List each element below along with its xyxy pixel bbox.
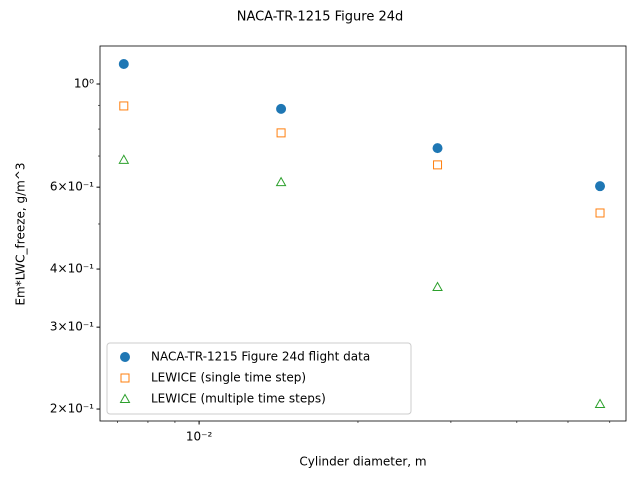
y-tick-label: 10⁰ (74, 76, 94, 90)
point (594, 398, 606, 409)
point (276, 103, 287, 114)
point (595, 208, 605, 218)
point (276, 128, 286, 138)
y-tick-label: 6×10⁻¹ (50, 180, 94, 194)
point (433, 160, 443, 170)
x-tick-label: 10⁻² (186, 430, 213, 444)
y-axis-label: Em*LWC_freeze, g/m^3 (14, 162, 28, 305)
legend-marker (119, 393, 131, 403)
y-tick-label: 3×10⁻¹ (50, 320, 94, 334)
point (432, 143, 443, 154)
point (275, 176, 287, 187)
legend-label: NACA-TR-1215 Figure 24d flight data (151, 350, 370, 364)
point (118, 154, 130, 164)
plot-frame (99, 45, 627, 422)
legend-label: LEWICE (multiple time steps) (151, 392, 326, 406)
point (118, 59, 129, 70)
legend-marker (120, 373, 130, 383)
point (432, 281, 443, 291)
legend-box (106, 342, 412, 415)
y-tick-label: 2×10⁻¹ (50, 402, 94, 416)
legend-marker (120, 352, 130, 362)
chart-title: NACA-TR-1215 Figure 24d (237, 10, 404, 25)
legend-label: LEWICE (single time step) (151, 371, 306, 385)
point (119, 101, 129, 111)
point (595, 181, 606, 192)
y-tick-label: 4×10⁻¹ (50, 262, 94, 276)
x-axis-label: Cylinder diameter, m (299, 455, 426, 469)
